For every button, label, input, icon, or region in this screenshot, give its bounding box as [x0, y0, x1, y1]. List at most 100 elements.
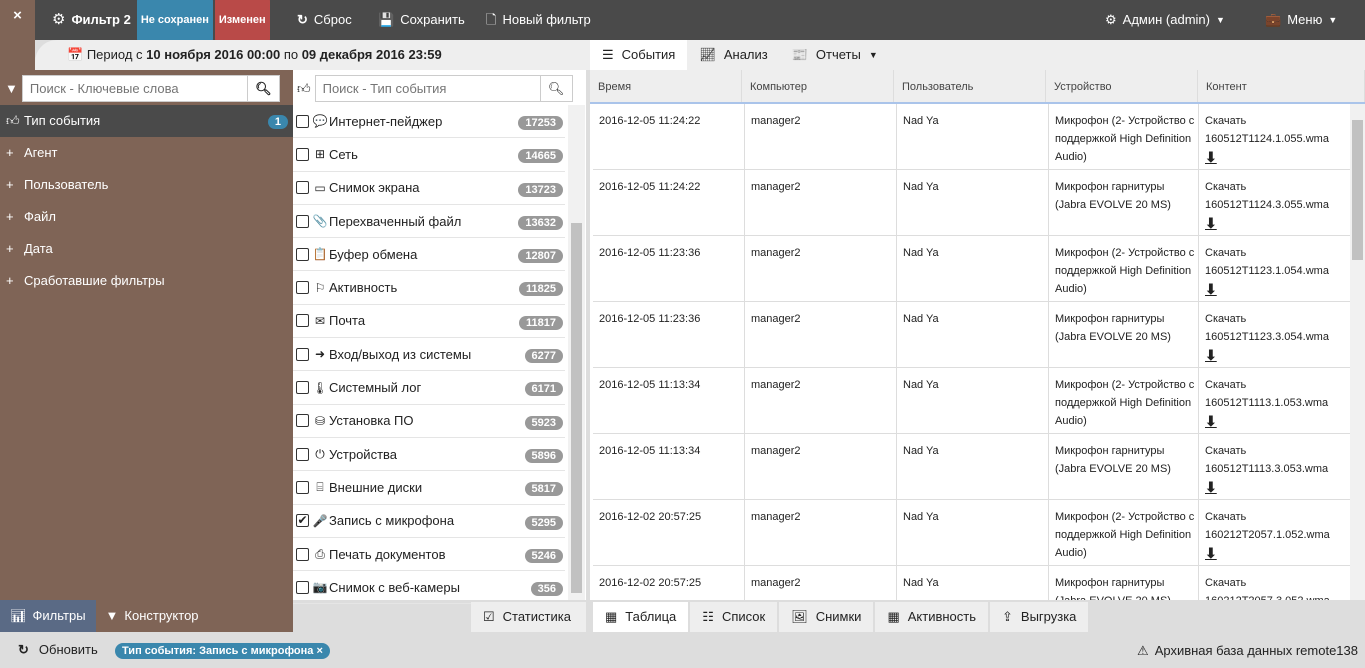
search-button[interactable]: 🔍︎ [246, 76, 279, 101]
download-icon[interactable]: ⬇ [1205, 413, 1217, 429]
download-link[interactable]: Скачать [1205, 115, 1247, 127]
file-name[interactable]: 160512T1123.3.054.wma [1205, 331, 1329, 343]
event-type-item[interactable]: ⎙ Печать документов 5246 [293, 538, 565, 572]
file-name[interactable]: 160512T1124.1.055.wma [1205, 133, 1329, 145]
event-type-item[interactable]: 🌡 Системный лог 6171 [293, 371, 565, 405]
search-button[interactable]: 🔍︎ [539, 76, 572, 101]
checkbox[interactable] [296, 214, 309, 228]
event-type-item[interactable]: ✉ Почта 11817 [293, 305, 565, 339]
active-filter-chip[interactable]: Тип события: Запись с микрофона × [115, 643, 330, 659]
table-row[interactable]: 2016-12-02 20:57:25 manager2 Nad Ya Микрофо… [593, 566, 1350, 600]
refresh-button[interactable]: ↻ Обновить [18, 642, 98, 658]
download-icon[interactable]: ⬇ [1205, 281, 1217, 297]
sidebar-item[interactable]: 👍︎ Тип события 1 [0, 105, 293, 137]
event-type-item[interactable]: ⚐ Активность 11825 [293, 271, 565, 305]
download-icon[interactable]: ⬇ [1205, 545, 1217, 561]
sidebar-item[interactable]: + Агент [0, 137, 293, 169]
file-name[interactable]: 160212T2057.1.052.wma [1205, 529, 1330, 541]
tab-0[interactable]: ☰ События [590, 40, 688, 70]
column-header[interactable]: Устройство [1046, 70, 1198, 102]
table-row[interactable]: 2016-12-05 11:24:22 manager2 Nad Ya Микрофо… [593, 104, 1350, 170]
file-name[interactable]: 160212T2057.3.052.wma [1205, 595, 1330, 600]
event-type-item[interactable]: ➜ Вход/выход из системы 6277 [293, 338, 565, 372]
checkbox[interactable] [296, 447, 309, 461]
event-type-label: Печать документов [329, 546, 446, 562]
tab-constructor[interactable]: ▼ Конструктор [96, 600, 209, 632]
download-link[interactable]: Скачать [1205, 577, 1247, 589]
download-link[interactable]: Скачать [1205, 247, 1247, 259]
download-icon[interactable]: ⬇ [1205, 149, 1217, 165]
event-list-scrollbar[interactable] [568, 105, 585, 600]
checkbox[interactable] [296, 314, 309, 328]
user-menu[interactable]: ⚙ Админ (admin) ▼ [1105, 0, 1225, 40]
sidebar-item[interactable]: + Файл [0, 201, 293, 233]
checkbox[interactable] [296, 147, 309, 161]
reset-button[interactable]: ↻ Сброс [297, 0, 352, 40]
column-header[interactable]: Компьютер [742, 70, 894, 102]
event-type-item[interactable]: 📷 Снимок с веб-камеры 356 [293, 571, 565, 605]
checkbox[interactable] [296, 414, 309, 428]
column-header[interactable]: Пользователь [894, 70, 1046, 102]
sidebar-item[interactable]: + Дата [0, 233, 293, 265]
event-type-item[interactable]: 💬 Интернет-пейджер 17253 [293, 105, 565, 139]
statistics-button[interactable]: ☑ Статистика [471, 602, 586, 632]
event-type-item[interactable]: ⌸ Внешние диски 5817 [293, 471, 565, 505]
checkbox[interactable] [296, 547, 309, 561]
download-link[interactable]: Скачать [1205, 181, 1247, 193]
checkbox[interactable] [296, 181, 309, 195]
table-row[interactable]: 2016-12-02 20:57:25 manager2 Nad Ya Микрофо… [593, 500, 1350, 566]
event-type-search-input[interactable] [315, 76, 540, 101]
checkbox[interactable] [296, 114, 309, 128]
checkbox[interactable] [296, 580, 309, 594]
download-link[interactable]: Скачать [1205, 511, 1247, 523]
table-row[interactable]: 2016-12-05 11:13:34 manager2 Nad Ya Микрофо… [593, 434, 1350, 500]
view-tab[interactable]: ☷ Список [690, 602, 778, 632]
main-menu[interactable]: 💼 Меню ▼ [1265, 0, 1337, 40]
table-row[interactable]: 2016-12-05 11:23:36 manager2 Nad Ya Микрофо… [593, 236, 1350, 302]
checkbox[interactable] [296, 480, 309, 494]
tab-1[interactable]: 📈︎ Анализ [687, 40, 779, 70]
tab-2[interactable]: 📰 Отчеты ▼ [780, 40, 890, 70]
period-bar[interactable]: 📅 Период с 10 ноября 2016 00:00 по 09 де… [35, 40, 590, 70]
event-type-item[interactable]: 📋 Буфер обмена 12807 [293, 238, 565, 272]
table-row[interactable]: 2016-12-05 11:23:36 manager2 Nad Ya Микрофо… [593, 302, 1350, 368]
download-link[interactable]: Скачать [1205, 313, 1247, 325]
checkbox[interactable] [296, 247, 309, 261]
checkbox[interactable] [296, 347, 309, 361]
view-tab[interactable]: 🖼 Снимки [779, 602, 874, 632]
keyword-search-input[interactable] [22, 76, 247, 101]
file-name[interactable]: 160512T1124.3.055.wma [1205, 199, 1329, 211]
download-icon[interactable]: ⬇ [1205, 347, 1217, 363]
column-header[interactable]: Время [590, 70, 742, 102]
file-name[interactable]: 160512T1123.1.054.wma [1205, 265, 1329, 277]
checkbox[interactable]: ✔ [296, 513, 309, 528]
event-type-item[interactable]: ⛁ Установка ПО 5923 [293, 405, 565, 438]
download-link[interactable]: Скачать [1205, 445, 1247, 457]
table-row[interactable]: 2016-12-05 11:13:34 manager2 Nad Ya Микрофо… [593, 368, 1350, 434]
event-type-item[interactable]: ▭ Снимок экрана 13723 [293, 172, 565, 205]
event-type-item[interactable]: ✔ 🎤 Запись с микрофона 5295 [293, 505, 565, 538]
download-icon[interactable]: ⬇ [1205, 479, 1217, 495]
view-tab[interactable]: ▦ Активность [875, 602, 988, 632]
download-link[interactable]: Скачать [1205, 379, 1247, 391]
event-type-item[interactable]: ⏻ Устройства 5896 [293, 438, 565, 472]
checkbox[interactable] [296, 281, 309, 295]
sidebar-item[interactable]: + Пользователь [0, 169, 293, 201]
column-header[interactable]: Контент [1198, 70, 1365, 102]
sidebar-item[interactable]: + Сработавшие фильтры [0, 265, 293, 297]
table-row[interactable]: 2016-12-05 11:24:22 manager2 Nad Ya Микрофо… [593, 170, 1350, 236]
close-button[interactable]: × [13, 7, 22, 24]
view-tab[interactable]: ▦ Таблица [593, 602, 689, 632]
new-filter-button[interactable]: 🗋 Новый фильтр [486, 0, 591, 40]
checkbox[interactable] [296, 381, 309, 395]
download-icon[interactable]: ⬇ [1205, 215, 1217, 231]
tab-filters[interactable]: 📊︎ Фильтры [0, 600, 96, 632]
chip-close-icon[interactable]: × [316, 645, 323, 657]
event-type-item[interactable]: 📎 Перехваченный файл 13632 [293, 205, 565, 239]
event-type-item[interactable]: ⊞ Сеть 14665 [293, 138, 565, 172]
file-name[interactable]: 160512T1113.3.053.wma [1205, 463, 1329, 475]
table-scrollbar[interactable] [1350, 104, 1365, 600]
file-name[interactable]: 160512T1113.1.053.wma [1205, 397, 1329, 409]
view-tab[interactable]: ⇪ Выгрузка [990, 602, 1089, 632]
save-button[interactable]: 💾 Сохранить [378, 0, 465, 40]
